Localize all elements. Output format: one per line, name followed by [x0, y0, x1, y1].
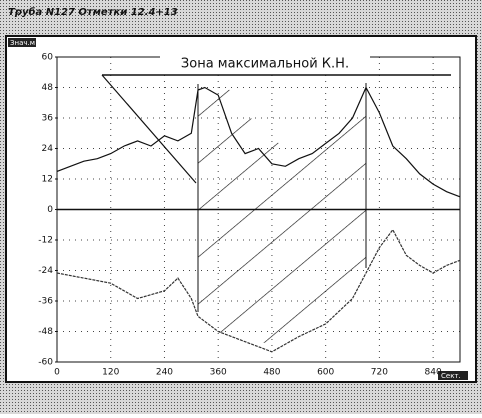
y-tick-label: 24	[42, 144, 54, 154]
corner-box	[438, 371, 468, 380]
x-tick-label: 240	[156, 368, 173, 378]
x-tick-label: 360	[210, 368, 227, 378]
x-tick-label: 600	[317, 368, 334, 378]
y-tick-label: -60	[38, 358, 53, 368]
series-line	[56, 228, 461, 353]
pointer-line	[101, 74, 197, 184]
y-tick-label: -36	[38, 297, 53, 307]
title-bar	[0, 0, 482, 22]
y-tick-label: -48	[38, 327, 53, 337]
x-tick-label: 0	[54, 368, 60, 378]
corner-box	[8, 38, 36, 47]
y-tick-label: 36	[42, 114, 54, 124]
corner-label: Сект.	[441, 372, 461, 380]
annotation-bg	[160, 56, 370, 72]
x-tick-label: 840	[425, 368, 442, 378]
y-tick-label: 60	[42, 53, 54, 63]
y-tick-label: -24	[38, 266, 53, 276]
y-tick-label: 0	[47, 205, 53, 215]
annotation: Зона максимальной К.Н.	[181, 57, 349, 72]
y-tick-label: 12	[42, 175, 53, 185]
x-tick-label: 480	[263, 368, 280, 378]
y-tick-label: -12	[38, 236, 53, 246]
hatched-zone	[198, 83, 366, 345]
corner-label: Знач.м	[10, 39, 35, 47]
y-tick-label: 48	[42, 83, 54, 93]
window-title: Труба N127 Отметки 12.4+13	[8, 6, 178, 18]
x-tick-label: 120	[102, 368, 119, 378]
x-tick-label: 720	[371, 368, 388, 378]
